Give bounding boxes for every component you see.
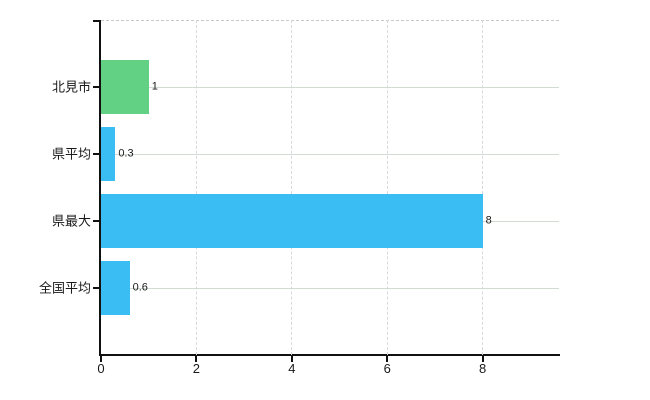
plot-top-border [101,20,559,21]
bar [101,60,149,114]
gridline-vertical [386,20,388,355]
y-tick-mark [93,153,99,155]
bar-value-label: 0.3 [118,147,134,160]
gridline-vertical [482,20,484,355]
y-axis-top-tick-mark [93,20,99,22]
category-label: 県平均 [51,146,91,162]
x-tick-mark [386,356,389,362]
gridline-vertical [291,20,293,355]
x-tick-mark [481,356,484,362]
category-label: 北見市 [51,79,91,95]
x-tick-mark [290,356,293,362]
y-tick-mark [93,86,99,88]
bar [101,261,130,315]
gridline-horizontal [101,153,559,155]
bar [101,194,483,248]
category-label: 県最大 [51,213,91,229]
bar-value-label: 0.6 [132,281,148,294]
x-tick-label: 8 [479,361,487,376]
x-tick-label: 4 [288,361,296,376]
x-tick-label: 0 [97,361,105,376]
gridline-horizontal [101,86,559,88]
bar-value-label: 8 [485,214,492,227]
x-tick-label: 6 [383,361,391,376]
x-tick-mark [195,356,198,362]
gridline-horizontal [101,287,559,289]
y-tick-mark [93,287,99,289]
bar-value-label: 1 [151,80,158,93]
bar [101,127,116,181]
x-axis-line [99,354,560,356]
gridline-vertical [195,20,197,355]
y-axis-line [99,20,101,356]
plot-area: 1 0.3 8 0.6 [101,20,559,355]
x-tick-label: 2 [192,361,201,376]
x-tick-mark [100,356,102,362]
category-label: 全国平均 [38,280,91,296]
y-tick-mark [93,220,99,222]
